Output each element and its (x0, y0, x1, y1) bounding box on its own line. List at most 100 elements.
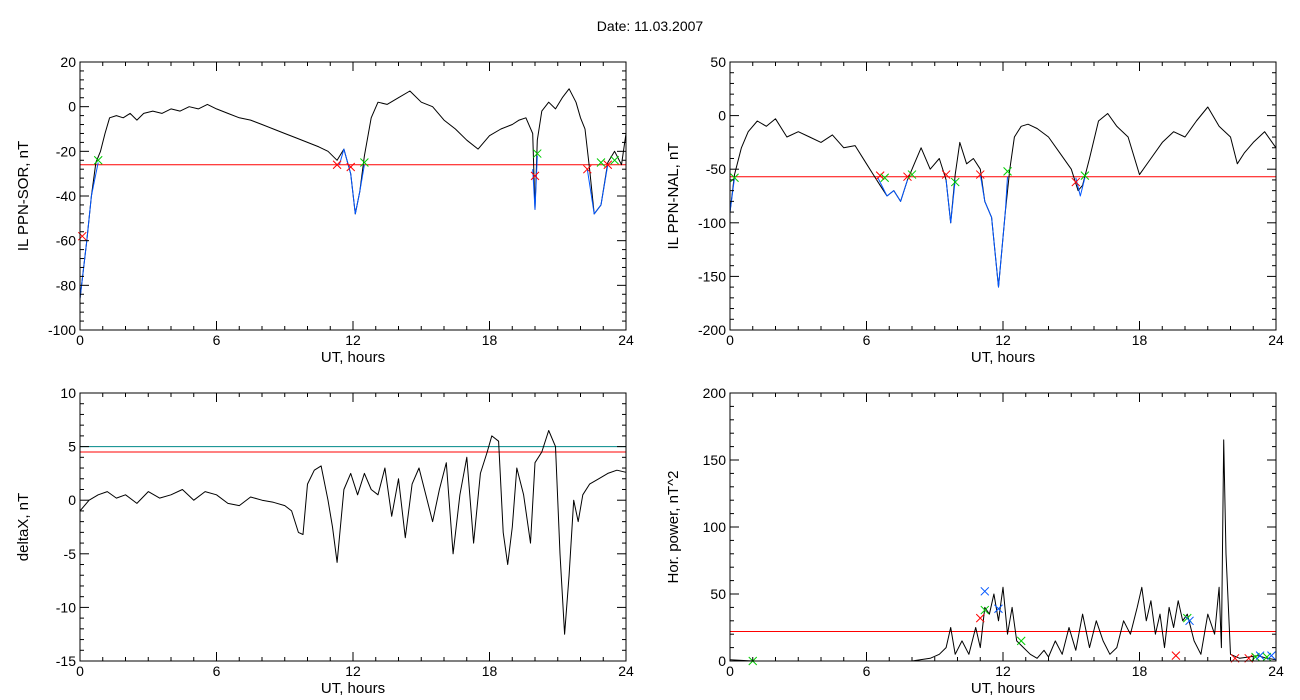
y-axis-label: deltaX, nT (15, 493, 32, 561)
highlight-series-line (586, 164, 609, 215)
y-tick-label: -50 (706, 161, 726, 177)
cross-marker (1267, 651, 1276, 660)
y-tick-label: -10 (56, 599, 76, 615)
plot-p2: 0 6 12 18 24 -200 -150 -100 -50 0 50 UT, hours IL PP… (665, 54, 1284, 366)
y-tick-label: 0 (718, 653, 726, 669)
highlight-series-line (945, 179, 956, 224)
cross-marker (903, 172, 912, 182)
cross-marker (1003, 166, 1012, 176)
cross-marker (980, 586, 990, 596)
cross-marker-stroke (730, 173, 739, 183)
y-tick-label: -100 (698, 215, 726, 231)
x-tick-label: 0 (726, 663, 734, 679)
cross-marker (880, 173, 890, 183)
x-tick-label: 18 (1132, 332, 1148, 348)
cross-marker (1016, 636, 1026, 646)
cross-marker (1171, 651, 1181, 660)
y-axis-label: IL PPN-SOR, nT (15, 141, 32, 251)
cross-marker-stroke (980, 605, 990, 615)
y-tick-label: 50 (710, 54, 726, 70)
cross-marker-stroke (975, 613, 985, 623)
y-tick-label: -100 (48, 322, 76, 338)
cross-marker-stroke (975, 170, 985, 179)
y-tick-label: 100 (703, 519, 727, 535)
x-tick-label: 12 (345, 332, 361, 348)
cross-marker-stroke (950, 177, 960, 187)
cross-marker-stroke (582, 164, 592, 174)
x-tick-label: 24 (618, 663, 634, 679)
highlight-series-line (729, 177, 735, 213)
cross-marker (994, 604, 1003, 614)
cross-marker-stroke (532, 149, 542, 158)
x-tick-label: 6 (863, 332, 871, 348)
cross-marker-stroke (1267, 651, 1276, 660)
cross-marker-stroke (610, 155, 619, 165)
x-tick-label: 18 (1132, 663, 1148, 679)
highlight-series-line (877, 177, 908, 202)
cross-marker-stroke (1080, 171, 1090, 180)
y-tick-label: -5 (64, 546, 77, 562)
plot-frame (729, 61, 1277, 331)
plot-p4: 0 6 12 18 24 0 50 100 150 200 UT, hours Hor. power,… (665, 385, 1284, 697)
y-tick-label: 150 (703, 452, 727, 468)
x-tick-label: 0 (76, 663, 84, 679)
cross-marker-stroke (603, 160, 613, 170)
x-axis-label: UT, hours (321, 349, 385, 366)
plot-p1: 0 6 12 18 24 -100 -80 -60 -40 -20 0 20 UT, hours IL P… (15, 54, 634, 366)
cross-marker-stroke (907, 170, 917, 179)
cross-marker (332, 160, 342, 170)
x-tick-label: 0 (76, 332, 84, 348)
cross-marker-stroke (980, 586, 990, 596)
cross-marker (975, 170, 985, 179)
y-tick-label: -80 (56, 277, 76, 293)
x-tick-label: 0 (726, 332, 734, 348)
x-tick-label: 6 (863, 663, 871, 679)
data-series-line (79, 88, 627, 299)
x-tick-label: 24 (1268, 332, 1284, 348)
cross-marker (1071, 177, 1081, 187)
y-axis-label: Hor. power, nT^2 (665, 471, 682, 584)
cross-marker-stroke (875, 171, 885, 180)
cross-marker (875, 171, 885, 180)
cross-marker (730, 173, 739, 183)
y-tick-label: -15 (56, 653, 76, 669)
highlight-series-line (338, 148, 365, 215)
cross-marker-stroke (903, 172, 912, 182)
cross-marker (596, 158, 606, 167)
x-tick-label: 18 (482, 663, 498, 679)
x-tick-label: 6 (213, 332, 221, 348)
cross-marker-stroke (994, 604, 1003, 614)
cross-marker (77, 231, 87, 241)
cross-marker-stroke (1071, 177, 1081, 187)
y-tick-label: 0 (68, 492, 76, 508)
x-tick-label: 12 (995, 332, 1011, 348)
y-tick-label: 10 (60, 385, 76, 401)
cross-marker (582, 164, 592, 174)
cross-marker (907, 170, 917, 179)
cross-marker (975, 613, 985, 623)
cross-marker-stroke (1003, 166, 1012, 176)
y-tick-label: -40 (56, 188, 76, 204)
cross-marker (360, 158, 369, 167)
x-tick-label: 12 (995, 663, 1011, 679)
highlight-series-line (79, 162, 99, 299)
cross-marker-stroke (1255, 651, 1265, 660)
cross-marker-stroke (93, 155, 103, 165)
cross-marker (346, 162, 356, 172)
cross-marker-stroke (1171, 651, 1181, 660)
y-tick-label: -20 (56, 143, 76, 159)
cross-marker (980, 605, 990, 615)
cross-marker (532, 149, 542, 158)
cross-marker (530, 171, 540, 181)
y-tick-label: 50 (710, 586, 726, 602)
x-tick-label: 24 (1268, 663, 1284, 679)
data-series-line (79, 430, 627, 635)
data-series-line (729, 106, 1277, 288)
plot-frame (729, 392, 1277, 662)
y-tick-label: 20 (60, 54, 76, 70)
cross-marker-stroke (360, 158, 369, 167)
cross-marker (1080, 171, 1090, 180)
y-tick-label: -200 (698, 322, 726, 338)
y-tick-label: -60 (56, 233, 76, 249)
